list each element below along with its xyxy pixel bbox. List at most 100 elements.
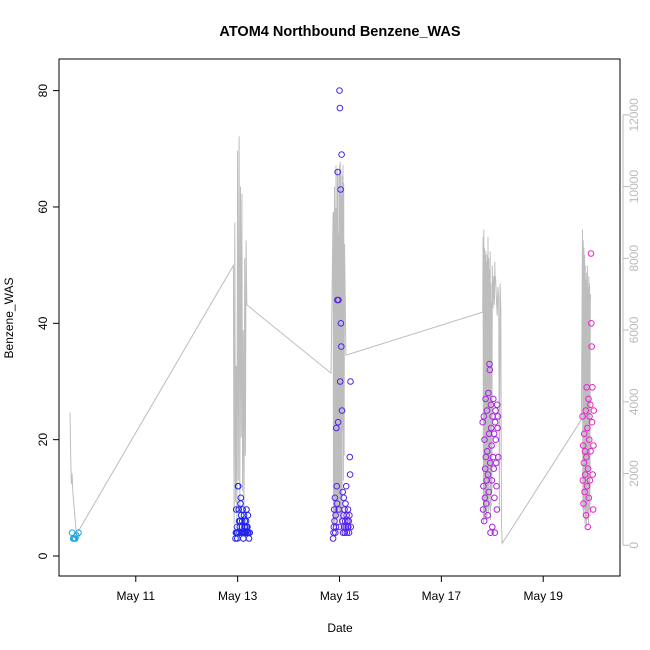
- data-point: [332, 523, 340, 531]
- secondary-y-tick-label: 6000: [627, 316, 641, 343]
- data-point: [491, 529, 499, 537]
- x-axis-label: Date: [327, 621, 353, 635]
- data-point: [244, 512, 252, 519]
- data-point: [586, 477, 594, 484]
- data-point: [246, 529, 253, 537]
- secondary-y-tick-label: 4000: [627, 388, 641, 415]
- data-point: [346, 471, 354, 478]
- data-point: [580, 500, 587, 507]
- data-point: [347, 523, 355, 531]
- data-point: [488, 477, 496, 484]
- data-point: [484, 512, 492, 519]
- data-point: [483, 500, 490, 507]
- data-point: [480, 482, 487, 490]
- data-point: [235, 506, 242, 513]
- scatter-points: [68, 87, 598, 542]
- data-point: [338, 407, 346, 414]
- data-point: [330, 506, 338, 513]
- secondary-y-tick-label: 2000: [627, 460, 641, 487]
- data-point: [75, 529, 82, 537]
- data-point: [335, 296, 342, 304]
- data-point: [492, 459, 500, 467]
- data-point: [238, 517, 246, 525]
- x-tick-label: May 19: [524, 589, 564, 603]
- data-point: [489, 523, 496, 531]
- data-point: [239, 506, 246, 513]
- data-point: [481, 494, 489, 502]
- data-point: [493, 506, 501, 513]
- data-point: [579, 442, 587, 449]
- y-axis-label: Benzene_WAS: [2, 278, 16, 359]
- data-point: [585, 494, 593, 502]
- data-point: [490, 395, 497, 403]
- data-point: [582, 471, 589, 478]
- data-point: [488, 442, 495, 449]
- data-point: [485, 389, 492, 397]
- data-point: [492, 407, 499, 414]
- y-tick-label: 80: [36, 84, 50, 98]
- data-point: [587, 250, 595, 257]
- data-point: [492, 436, 500, 444]
- data-point: [335, 523, 343, 531]
- data-point: [587, 448, 594, 455]
- data-point: [334, 418, 342, 426]
- data-point: [346, 453, 354, 461]
- data-point: [580, 430, 588, 438]
- data-point: [580, 459, 588, 467]
- data-point: [588, 320, 595, 327]
- data-point: [340, 494, 348, 502]
- x-tick-label: May 13: [218, 589, 258, 603]
- data-point: [338, 343, 345, 350]
- secondary-y-tick-label: 10000: [627, 170, 641, 204]
- data-point: [587, 401, 594, 409]
- data-point: [586, 413, 593, 420]
- data-point: [495, 453, 502, 461]
- data-point: [491, 494, 498, 502]
- y-tick-label: 20: [36, 433, 50, 447]
- data-point: [334, 168, 342, 176]
- data-point: [490, 465, 498, 473]
- data-point: [342, 482, 350, 490]
- data-point: [481, 465, 489, 473]
- data-point: [338, 151, 345, 158]
- data-point: [583, 453, 590, 461]
- data-point: [484, 448, 491, 455]
- data-point: [582, 407, 590, 414]
- data-point: [590, 407, 598, 414]
- data-point: [345, 529, 353, 537]
- data-point: [482, 395, 489, 403]
- data-point: [480, 517, 488, 525]
- y-axis: 0 20 40 60 80: [36, 84, 59, 559]
- data-point: [485, 430, 493, 438]
- data-point: [487, 401, 495, 409]
- data-point: [480, 413, 488, 420]
- data-point: [237, 494, 245, 502]
- data-point: [589, 384, 596, 391]
- data-point: [333, 500, 341, 507]
- y-tick-label: 60: [36, 200, 50, 214]
- data-point: [479, 506, 487, 513]
- x-axis: May 11 May 13 May 15 May 17 May 19: [117, 576, 564, 603]
- x-tick-label: May 11: [117, 589, 156, 603]
- data-point: [486, 366, 494, 374]
- data-point: [333, 424, 340, 432]
- y-tick-label: 40: [36, 316, 50, 330]
- data-point: [243, 506, 250, 513]
- data-point: [585, 436, 593, 444]
- data-point: [581, 488, 588, 496]
- data-point: [336, 104, 344, 112]
- secondary-trace: [69, 136, 592, 546]
- data-point: [584, 523, 592, 531]
- data-point: [589, 471, 597, 478]
- data-point: [342, 500, 349, 507]
- data-point: [235, 482, 242, 490]
- data-point: [491, 418, 499, 426]
- data-point: [588, 418, 596, 426]
- data-point: [493, 401, 501, 409]
- data-point: [344, 506, 352, 513]
- data-point: [588, 343, 596, 350]
- data-point: [333, 482, 341, 490]
- data-point: [336, 87, 343, 94]
- data-point: [483, 407, 491, 414]
